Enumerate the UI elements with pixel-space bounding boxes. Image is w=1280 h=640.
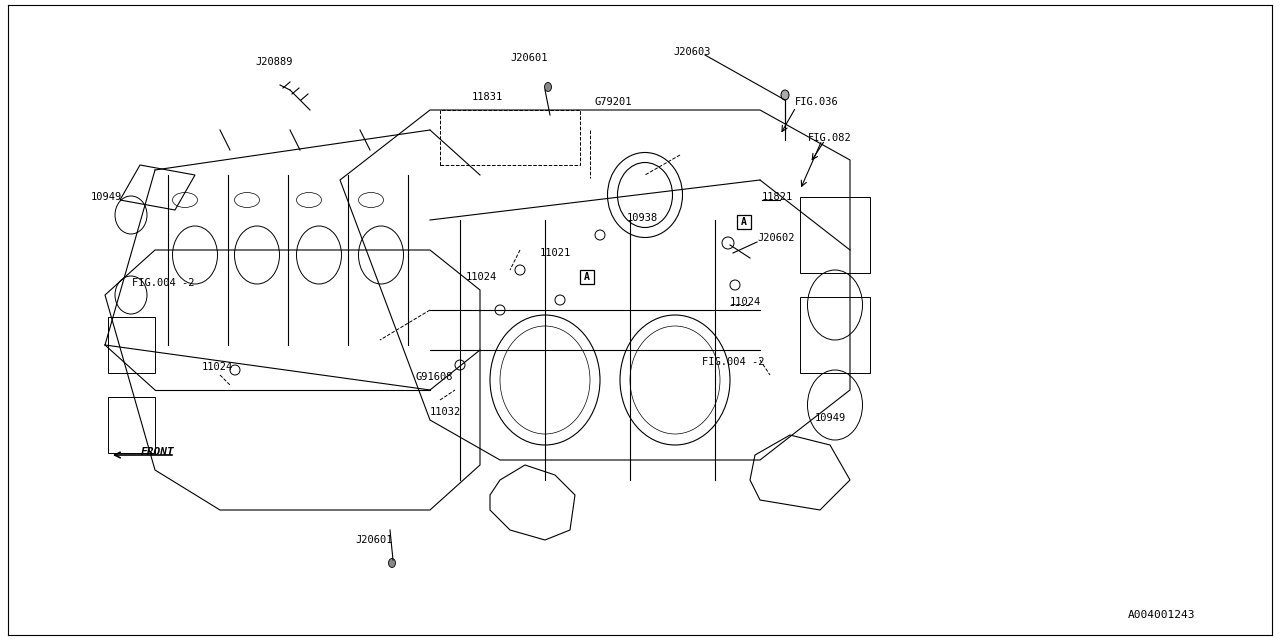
Text: 11831: 11831	[472, 92, 503, 102]
Text: J20889: J20889	[255, 57, 293, 67]
Text: A: A	[741, 217, 748, 227]
Text: 10949: 10949	[91, 192, 123, 202]
Text: A: A	[584, 272, 590, 282]
Text: J20601: J20601	[509, 53, 548, 63]
Text: FIG.004 -2: FIG.004 -2	[701, 357, 764, 367]
Text: 10938: 10938	[627, 213, 658, 223]
Text: G91608: G91608	[415, 372, 453, 382]
Text: J20603: J20603	[673, 47, 710, 57]
Text: J20601: J20601	[355, 535, 393, 545]
Text: 11024: 11024	[202, 362, 233, 372]
Text: 11024: 11024	[730, 297, 762, 307]
Text: 11021: 11021	[540, 248, 571, 258]
Text: G79201: G79201	[594, 97, 631, 107]
Ellipse shape	[544, 83, 552, 92]
Ellipse shape	[389, 559, 396, 568]
Text: FRONT: FRONT	[141, 447, 175, 457]
Text: 10949: 10949	[815, 413, 846, 423]
Text: 11032: 11032	[430, 407, 461, 417]
Text: FIG.004 -2: FIG.004 -2	[132, 278, 195, 288]
Text: FIG.036: FIG.036	[795, 97, 838, 107]
Ellipse shape	[781, 90, 788, 100]
Text: A004001243: A004001243	[1128, 610, 1196, 620]
Text: FIG.082: FIG.082	[808, 133, 851, 143]
Text: 11821: 11821	[762, 192, 794, 202]
Text: J20602: J20602	[756, 233, 795, 243]
Text: 11024: 11024	[466, 272, 497, 282]
